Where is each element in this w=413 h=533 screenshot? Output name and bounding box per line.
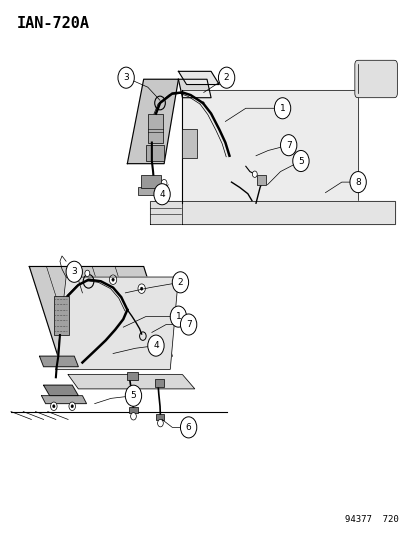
Bar	[182, 130, 196, 158]
Circle shape	[172, 272, 188, 293]
Polygon shape	[178, 79, 211, 98]
Bar	[140, 175, 161, 189]
Bar	[156, 414, 164, 420]
Polygon shape	[150, 200, 394, 224]
Polygon shape	[68, 375, 194, 389]
Circle shape	[180, 314, 196, 335]
Text: IAN-720A: IAN-720A	[17, 16, 90, 31]
Text: 3: 3	[123, 73, 129, 82]
Circle shape	[109, 275, 116, 285]
Text: 94377  720: 94377 720	[344, 515, 398, 524]
Text: 2: 2	[177, 278, 183, 287]
Bar	[137, 188, 164, 195]
Polygon shape	[178, 71, 219, 85]
Text: 4: 4	[153, 341, 158, 350]
Circle shape	[180, 417, 196, 438]
Polygon shape	[182, 90, 357, 203]
Text: 7: 7	[285, 141, 291, 150]
Text: 3: 3	[71, 267, 77, 276]
Polygon shape	[56, 277, 178, 369]
Circle shape	[218, 67, 234, 88]
Circle shape	[85, 270, 90, 277]
Circle shape	[170, 306, 186, 327]
Circle shape	[140, 287, 142, 290]
Circle shape	[125, 385, 141, 406]
Circle shape	[131, 413, 136, 420]
Circle shape	[161, 180, 166, 187]
Bar	[127, 372, 137, 380]
Text: 1: 1	[175, 312, 181, 321]
Text: 6: 6	[185, 423, 191, 432]
Text: 5: 5	[130, 391, 136, 400]
Polygon shape	[41, 395, 86, 403]
Circle shape	[147, 335, 164, 356]
Circle shape	[52, 405, 55, 408]
Text: 2: 2	[223, 73, 229, 82]
Polygon shape	[40, 356, 78, 367]
Circle shape	[71, 405, 73, 408]
Text: 4: 4	[159, 190, 164, 199]
Bar	[54, 295, 69, 335]
Circle shape	[292, 150, 309, 172]
Circle shape	[154, 184, 170, 205]
Polygon shape	[43, 385, 78, 395]
Bar	[154, 379, 163, 387]
Circle shape	[66, 261, 82, 282]
FancyBboxPatch shape	[354, 60, 396, 98]
Circle shape	[252, 171, 256, 177]
Polygon shape	[29, 266, 172, 356]
Circle shape	[112, 278, 114, 281]
Text: 1: 1	[279, 104, 285, 113]
Bar	[147, 114, 163, 142]
Circle shape	[280, 135, 296, 156]
Circle shape	[274, 98, 290, 119]
Bar	[128, 407, 137, 413]
Polygon shape	[127, 79, 178, 164]
Text: 5: 5	[297, 157, 303, 166]
Text: 7: 7	[185, 320, 191, 329]
Circle shape	[50, 402, 57, 410]
Circle shape	[138, 284, 145, 293]
Circle shape	[157, 419, 163, 427]
Circle shape	[349, 172, 366, 192]
Bar	[256, 175, 265, 185]
Polygon shape	[182, 200, 394, 224]
Circle shape	[69, 402, 75, 410]
Circle shape	[118, 67, 134, 88]
Text: 8: 8	[354, 177, 360, 187]
Bar	[145, 145, 164, 161]
